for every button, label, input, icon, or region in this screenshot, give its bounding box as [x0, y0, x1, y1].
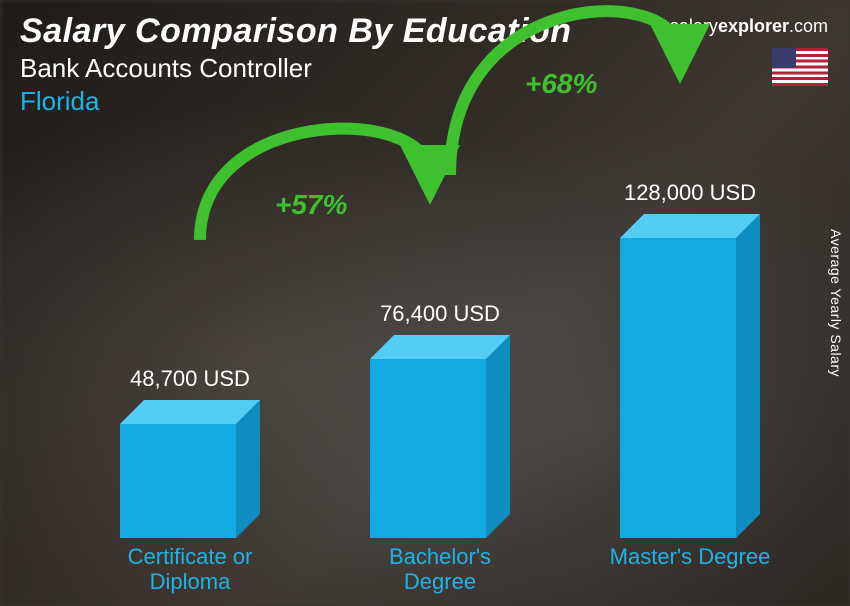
brand-suffix: .com — [789, 16, 828, 36]
category-label: Master's Degree — [600, 544, 780, 569]
bar-chart: 48,700 USDCertificate or Diploma76,400 U… — [60, 158, 790, 538]
category-label: Bachelor's Degree — [350, 544, 530, 595]
increase-arrow — [200, 129, 430, 240]
infographic-container: Salary Comparison By Education Bank Acco… — [0, 0, 850, 606]
category-label: Certificate or Diploma — [100, 544, 280, 595]
y-axis-label: Average Yearly Salary — [828, 229, 844, 377]
brand-bold: explorer — [718, 16, 789, 36]
brand-label: salaryexplorer.com — [670, 16, 828, 37]
arrows-overlay — [60, 38, 790, 538]
